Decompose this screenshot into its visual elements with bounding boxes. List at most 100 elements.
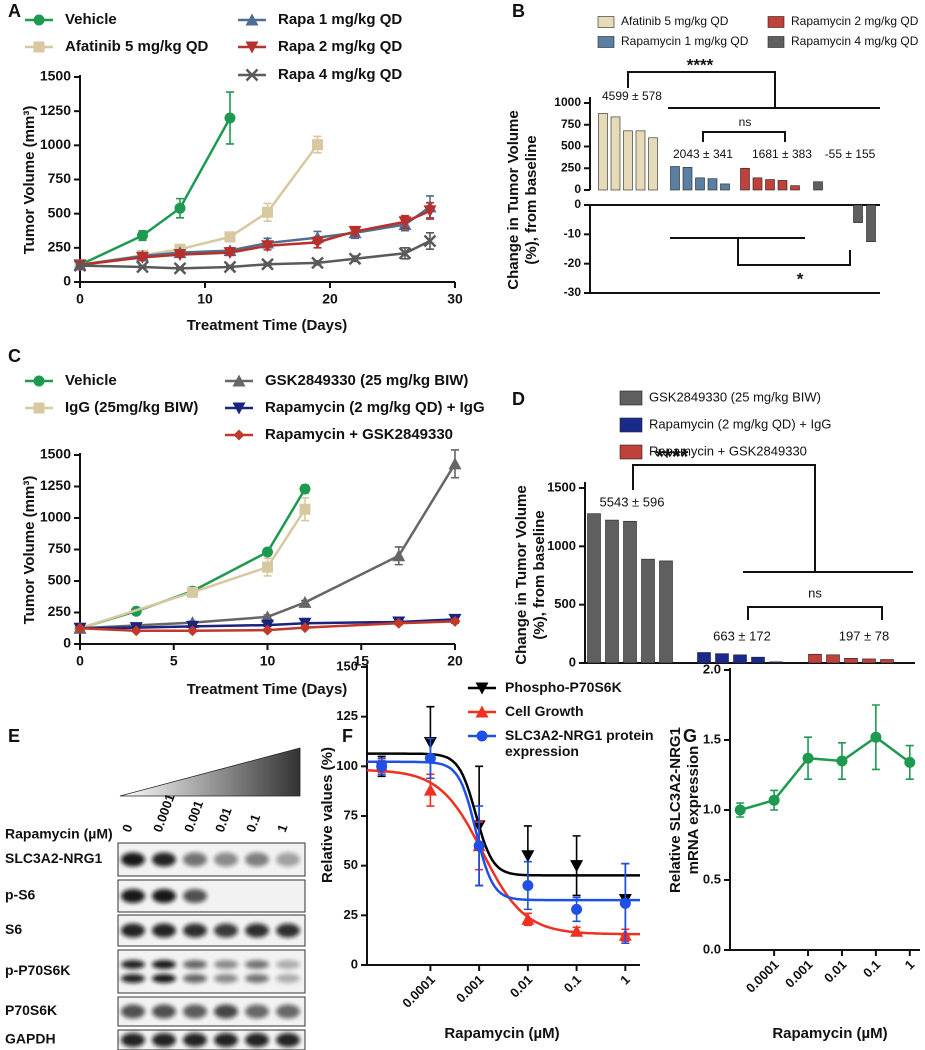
y-tick-label: 25 (344, 907, 358, 922)
blot-band (245, 923, 269, 938)
legend-marker (245, 68, 259, 82)
fit-curve (367, 760, 640, 902)
blot-band (152, 852, 176, 867)
bar (720, 183, 730, 191)
blot-band (214, 974, 238, 983)
legend-label: Rapamycin 1 mg/kg QD (621, 34, 749, 48)
bar (751, 656, 765, 664)
blot-band (152, 974, 176, 983)
blot-band (121, 960, 145, 969)
y-tick-label: -10 (564, 227, 582, 241)
marker (299, 503, 311, 515)
y-tick-label: 150 (336, 658, 358, 673)
marker (473, 840, 485, 852)
y-tick-label: 0 (351, 956, 358, 971)
x-tick-label: 10 (197, 291, 213, 307)
y-tick-label: 125 (336, 708, 358, 723)
blot-band (152, 889, 176, 903)
legend-label: Afatinib 5 mg/kg QD (65, 38, 209, 55)
dose-wedge (119, 747, 301, 797)
y-tick-label: 0 (569, 654, 576, 669)
bar (707, 178, 718, 191)
marker (398, 216, 412, 229)
marker (223, 260, 237, 274)
y-tick-label: 1500 (40, 68, 71, 84)
significance-bracket (702, 131, 786, 142)
legend-label: Rapamycin 4 mg/kg QD (791, 34, 919, 48)
annotation: 1681 ± 383 (752, 147, 812, 161)
marker (136, 251, 149, 264)
bar (844, 658, 858, 664)
y-axis-label: (%), from baseline (531, 510, 548, 639)
legend-label: Phospho-P70S6K (505, 679, 622, 695)
blot-band (276, 852, 300, 867)
marker (312, 139, 323, 151)
legend-marker (476, 730, 488, 742)
marker (570, 924, 584, 937)
bar (682, 167, 693, 191)
y-tick-label: 1.0 (703, 801, 721, 816)
marker (262, 206, 273, 218)
x-tick-label: 0.1 (860, 957, 883, 980)
fit-curve (367, 752, 640, 877)
y-tick-label: 0 (63, 273, 71, 289)
bar (853, 204, 863, 223)
bar (695, 177, 705, 191)
y-axis-label: Change in Tumor Volume (505, 110, 522, 289)
blot-band (183, 889, 207, 903)
marker (348, 225, 362, 238)
legend-marker (245, 13, 259, 26)
marker (74, 622, 86, 634)
blot-band (183, 852, 207, 867)
bar (740, 167, 750, 191)
y-axis-label: Relative values (%) (319, 747, 336, 883)
annotation: **** (687, 55, 714, 74)
marker (348, 252, 362, 266)
panel-letter: E (8, 726, 20, 746)
blot-frame (117, 879, 306, 913)
annotation: 4599 ± 578 (602, 89, 662, 103)
marker (570, 860, 584, 873)
series-line (79, 463, 457, 630)
marker (262, 546, 273, 558)
y-tick-label: 250 (48, 239, 72, 255)
x-tick-label: 20 (322, 291, 338, 307)
annotation: -55 ± 155 (825, 147, 876, 161)
x-tick-label: 0.0001 (399, 972, 438, 1011)
blot-band (276, 960, 300, 969)
y-tick-label: 2.0 (703, 661, 721, 676)
legend-label: IgG (25mg/kg BIW) (65, 399, 198, 416)
annotation: 663 ± 172 (713, 628, 771, 643)
y-axis-label: Change in Tumor Volume (513, 485, 530, 664)
marker (187, 625, 198, 637)
blot-band (121, 852, 145, 867)
panel-letter: G (683, 726, 697, 746)
legend-swatch (619, 390, 643, 406)
blot-band (214, 852, 238, 867)
series-line (739, 735, 911, 812)
legend-label: Rapamycin (2 mg/kg QD) + IgG (649, 416, 831, 431)
marker (173, 261, 187, 275)
blot-row-label: P70S6K (5, 1002, 57, 1018)
x-axis-label: Rapamycin (µM) (444, 1025, 559, 1042)
marker (522, 880, 534, 892)
bar (635, 130, 646, 191)
significance-bracket (737, 238, 851, 266)
y-tick-label: 500 (48, 572, 72, 588)
bar (623, 520, 637, 664)
blot-band (152, 1004, 176, 1019)
dose-label: 1 (274, 822, 291, 834)
bar (866, 204, 876, 242)
x-tick-label: 0.01 (821, 957, 850, 986)
marker (173, 249, 187, 262)
marker (448, 457, 462, 470)
blot-frame (117, 914, 306, 947)
blot-band (121, 974, 145, 983)
dose-label: 0.1 (243, 812, 263, 834)
y-tick-label: 1250 (40, 102, 71, 118)
x-tick-label: 0.0001 (743, 957, 782, 996)
x-tick-label: 0.001 (782, 957, 816, 991)
legend-label: Rapamycin + GSK2849330 (265, 426, 453, 443)
marker (136, 260, 149, 274)
bar (826, 654, 840, 664)
